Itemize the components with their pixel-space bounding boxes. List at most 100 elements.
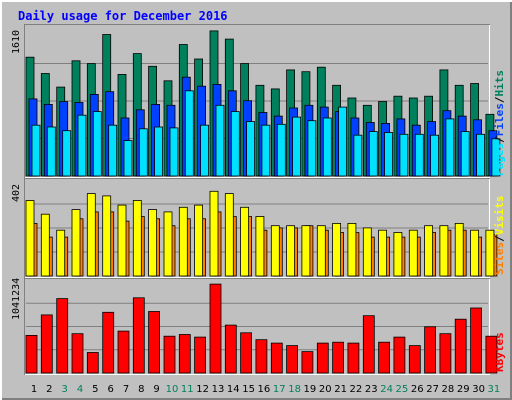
bar-pages-23 xyxy=(368,131,378,177)
bar-sites-29 xyxy=(454,222,464,277)
bar-pages-9 xyxy=(154,126,164,177)
bar-pages-27 xyxy=(430,134,440,177)
x-tick-label-22: 22 xyxy=(350,384,363,395)
bar-sites-21 xyxy=(332,222,342,277)
x-tick-label-11: 11 xyxy=(181,384,194,395)
bar-pages-13 xyxy=(215,104,225,177)
chart-title: Daily usage for December 2016 xyxy=(18,9,228,23)
legend-hits: Hits xyxy=(493,70,506,97)
bar-kbytes-2 xyxy=(40,314,53,374)
bar-pages-11 xyxy=(184,90,194,177)
bar-sites-19 xyxy=(301,225,311,277)
bar-pages-2 xyxy=(46,126,56,177)
bar-sites-1 xyxy=(25,200,35,277)
bar-sites-16 xyxy=(255,216,265,277)
x-tick-label-25: 25 xyxy=(396,384,409,395)
bar-sites-28 xyxy=(439,225,449,277)
legend-sep-2: / xyxy=(493,96,506,103)
bar-pages-7 xyxy=(123,140,133,177)
bar-kbytes-24 xyxy=(378,341,391,374)
bar-kbytes-4 xyxy=(71,333,84,374)
bar-kbytes-3 xyxy=(56,298,69,374)
bar-pages-17 xyxy=(276,123,286,177)
bar-pages-24 xyxy=(384,132,394,177)
bar-sites-18 xyxy=(286,225,296,277)
bar-kbytes-23 xyxy=(362,315,375,374)
legend-sep-3: / xyxy=(493,235,506,242)
bar-kbytes-28 xyxy=(439,333,452,374)
legend-pages: Pages xyxy=(493,143,506,176)
bar-pages-10 xyxy=(169,127,179,177)
bar-pages-31 xyxy=(491,138,501,177)
bar-sites-30 xyxy=(470,229,480,277)
bar-sites-9 xyxy=(148,209,158,277)
bar-kbytes-5 xyxy=(86,352,99,374)
bar-pages-28 xyxy=(445,118,455,177)
bar-pages-20 xyxy=(322,117,332,177)
bar-kbytes-7 xyxy=(117,330,130,374)
bar-kbytes-13 xyxy=(209,283,222,374)
bar-sites-31 xyxy=(485,229,495,277)
x-tick-label-5: 5 xyxy=(92,384,98,395)
bar-kbytes-31 xyxy=(485,335,498,374)
bar-pages-3 xyxy=(62,130,72,177)
x-tick-label-24: 24 xyxy=(380,384,393,395)
x-tick-label-3: 3 xyxy=(62,384,68,395)
x-tick-label-20: 20 xyxy=(319,384,332,395)
bar-pages-21 xyxy=(338,106,348,177)
bar-kbytes-27 xyxy=(424,326,437,374)
bar-sites-15 xyxy=(240,206,250,277)
bar-kbytes-8 xyxy=(132,297,145,374)
bar-kbytes-9 xyxy=(148,311,161,374)
x-tick-label-9: 9 xyxy=(153,384,159,395)
x-tick-label-21: 21 xyxy=(334,384,347,395)
bar-sites-4 xyxy=(71,209,81,277)
bar-sites-2 xyxy=(40,213,50,277)
x-tick-label-26: 26 xyxy=(411,384,424,395)
bar-sites-20 xyxy=(316,225,326,277)
bar-sites-8 xyxy=(132,200,142,277)
bar-kbytes-1 xyxy=(25,334,38,374)
x-tick-label-1: 1 xyxy=(31,384,37,395)
x-tick-label-31: 31 xyxy=(488,384,501,395)
bar-kbytes-26 xyxy=(408,345,421,374)
legend-visits: Visits xyxy=(493,196,506,236)
x-axis-labels: 1 2 3 4 5 6 7 8 9 10 11 12 13 14 15 16 17 18 19 20 21 22 23 24 2… xyxy=(31,384,500,395)
bar-sites-22 xyxy=(347,222,357,277)
bar-pages-4 xyxy=(77,114,87,177)
bar-kbytes-17 xyxy=(270,342,283,374)
y-max-label-kbytes: 1041234 xyxy=(11,278,22,320)
bar-sites-25 xyxy=(393,232,403,277)
bar-sites-13 xyxy=(209,190,219,277)
bar-pages-12 xyxy=(200,124,210,177)
bar-sites-17 xyxy=(270,225,280,277)
y-max-label-visits: 402 xyxy=(11,184,22,202)
legend-sites: Sites xyxy=(493,242,506,275)
bar-kbytes-11 xyxy=(178,334,191,374)
bar-kbytes-30 xyxy=(470,307,483,374)
x-tick-label-18: 18 xyxy=(288,384,301,395)
bar-sites-3 xyxy=(56,229,66,277)
chart-panels xyxy=(24,24,501,375)
legend-sep-1: / xyxy=(493,136,506,143)
bar-kbytes-16 xyxy=(255,339,268,374)
bar-pages-18 xyxy=(292,116,302,177)
bar-sites-10 xyxy=(163,211,173,277)
bar-kbytes-29 xyxy=(454,318,467,374)
bar-sites-11 xyxy=(178,206,188,277)
bar-pages-19 xyxy=(307,120,317,177)
legend-pages-files-hits: Pages/Files/Hits xyxy=(493,70,506,176)
x-tick-label-27: 27 xyxy=(426,384,439,395)
bar-sites-14 xyxy=(224,193,234,277)
y-max-label-hits: 1610 xyxy=(11,30,22,54)
bar-sites-12 xyxy=(194,204,204,277)
x-tick-label-13: 13 xyxy=(212,384,225,395)
bar-kbytes-6 xyxy=(102,311,115,374)
bar-pages-29 xyxy=(460,131,470,177)
x-tick-label-12: 12 xyxy=(196,384,209,395)
bar-pages-1 xyxy=(31,124,41,177)
bar-sites-23 xyxy=(362,227,372,277)
x-tick-label-2: 2 xyxy=(46,384,52,395)
